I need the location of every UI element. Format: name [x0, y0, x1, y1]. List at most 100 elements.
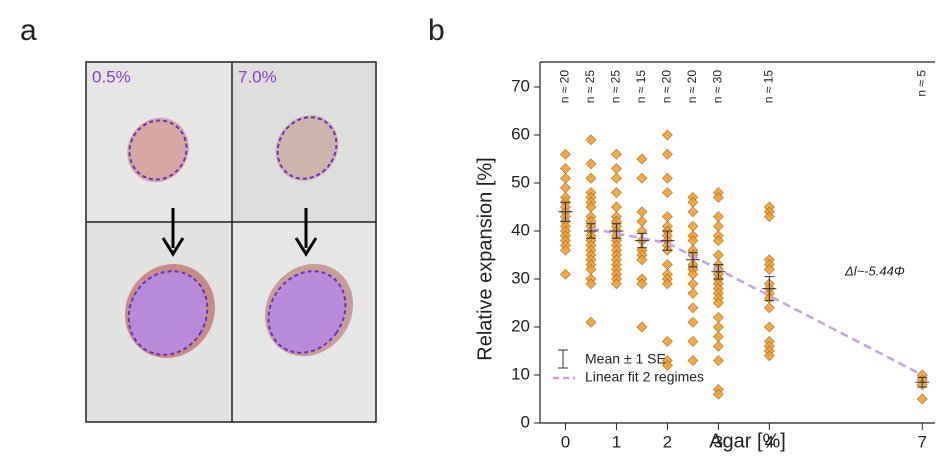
point — [687, 335, 699, 347]
y-tick-label: 40 — [511, 220, 530, 239]
legend-label: Mean ± 1 SE — [585, 351, 666, 367]
n-label: n ≈ 15 — [634, 70, 648, 104]
point — [712, 220, 724, 232]
n-label: n ≈ 20 — [685, 70, 699, 104]
point — [712, 235, 724, 247]
y-tick-label: 70 — [511, 76, 530, 95]
point — [712, 340, 724, 352]
point — [661, 211, 673, 223]
point — [636, 278, 648, 290]
point — [712, 297, 724, 309]
point — [661, 129, 673, 141]
point — [611, 172, 622, 184]
y-tick-label: 60 — [511, 124, 530, 143]
error-bar — [762, 276, 777, 302]
point — [585, 158, 597, 170]
n-label: n ≈ 5 — [914, 70, 928, 97]
point — [661, 172, 673, 184]
error-bar — [660, 230, 675, 251]
legend-label: Linear fit 2 regimes — [585, 369, 704, 385]
point — [763, 321, 775, 333]
x-tick-label: 3 — [714, 432, 723, 451]
point — [712, 211, 724, 223]
y-tick-label: 50 — [511, 172, 530, 191]
point — [712, 321, 724, 333]
point — [636, 321, 648, 333]
n-label: n ≈ 15 — [762, 70, 776, 104]
image-label: 7.0% — [238, 67, 277, 86]
point — [763, 350, 775, 362]
point — [916, 393, 928, 405]
point — [712, 311, 724, 323]
point — [712, 388, 724, 400]
error-bar — [915, 376, 930, 388]
image-label: 0.5% — [92, 67, 131, 86]
point — [661, 259, 673, 271]
y-tick-label: 0 — [521, 412, 530, 431]
point — [712, 355, 724, 367]
x-tick-label: 0 — [561, 432, 570, 451]
error-bar — [558, 201, 573, 222]
point — [585, 316, 597, 328]
n-label: n ≈ 20 — [660, 70, 674, 104]
point — [585, 278, 597, 290]
point — [687, 287, 699, 299]
point — [636, 215, 648, 227]
y-axis-label: Relative expansion [%] — [474, 157, 496, 360]
point — [611, 187, 622, 199]
point — [687, 302, 699, 314]
point — [585, 134, 597, 146]
panel-label: a — [20, 14, 37, 47]
point — [560, 244, 571, 256]
x-tick-label: 2 — [663, 432, 672, 451]
point — [611, 201, 622, 213]
point — [661, 359, 673, 371]
x-tick-label: 4 — [765, 432, 774, 451]
point — [687, 206, 699, 218]
panel-label: b — [428, 14, 445, 47]
n-label: n ≈ 20 — [558, 70, 572, 104]
point — [687, 316, 699, 328]
point — [636, 153, 648, 165]
n-label: n ≈ 25 — [609, 70, 623, 104]
error-bar — [609, 223, 624, 239]
point — [611, 148, 622, 160]
point — [712, 191, 724, 203]
point — [560, 172, 571, 184]
point — [661, 148, 673, 160]
point — [636, 254, 648, 266]
y-tick-label: 20 — [511, 316, 530, 335]
photo-panel — [85, 61, 377, 423]
point — [661, 335, 673, 347]
point — [585, 172, 597, 184]
point — [661, 278, 673, 290]
point — [763, 302, 775, 314]
point — [560, 163, 571, 175]
legend-errorbar — [558, 349, 568, 369]
x-tick-label: 7 — [918, 432, 927, 451]
error-bar — [685, 252, 700, 268]
x-axis-label: Agar [%] — [709, 430, 786, 452]
x-tick-label: 1 — [612, 432, 621, 451]
point — [560, 182, 571, 194]
n-label: n ≈ 25 — [583, 70, 597, 104]
error-bar — [583, 223, 598, 239]
point — [712, 331, 724, 343]
point — [763, 263, 775, 275]
point — [611, 163, 622, 175]
point — [687, 355, 699, 367]
point — [687, 220, 699, 232]
point — [661, 187, 673, 199]
point — [636, 172, 648, 184]
error-bar — [634, 232, 649, 249]
point — [712, 249, 724, 261]
point — [636, 206, 648, 218]
y-tick-label: 10 — [511, 364, 530, 383]
annotation: Δl~-5.44Φ — [844, 263, 905, 278]
y-tick-label: 30 — [511, 268, 530, 287]
point — [687, 278, 699, 290]
error-bar — [711, 264, 726, 280]
point — [560, 268, 571, 280]
point — [763, 211, 775, 223]
